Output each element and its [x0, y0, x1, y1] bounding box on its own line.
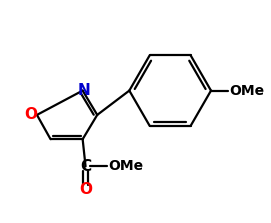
Text: N: N — [77, 83, 90, 98]
Text: O: O — [79, 182, 92, 197]
Text: O: O — [25, 107, 38, 122]
Text: OMe: OMe — [230, 84, 264, 98]
Text: C: C — [80, 159, 91, 174]
Text: OMe: OMe — [108, 159, 143, 173]
